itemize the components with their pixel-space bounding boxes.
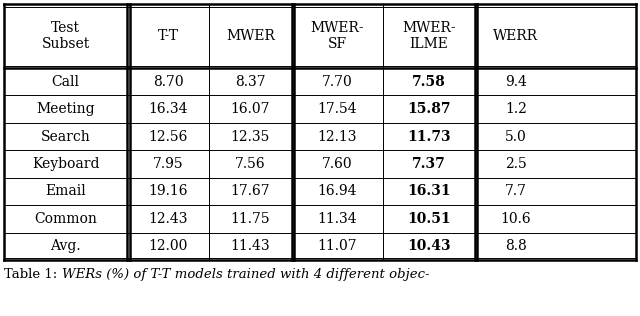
Text: 7.60: 7.60 [322, 157, 353, 171]
Text: 12.13: 12.13 [317, 130, 357, 143]
Text: 10.43: 10.43 [407, 239, 451, 253]
Text: Call: Call [52, 75, 79, 89]
Text: 11.43: 11.43 [230, 239, 270, 253]
Text: 12.35: 12.35 [231, 130, 270, 143]
Text: 10.51: 10.51 [407, 212, 451, 226]
Text: 11.34: 11.34 [317, 212, 357, 226]
Text: Meeting: Meeting [36, 102, 95, 116]
Text: 7.7: 7.7 [505, 185, 527, 198]
Text: 11.75: 11.75 [230, 212, 270, 226]
Text: MWER-
ILME: MWER- ILME [402, 21, 456, 51]
Text: 17.67: 17.67 [230, 185, 270, 198]
Text: 16.31: 16.31 [407, 185, 451, 198]
Text: WERs (%) of T-T models trained with 4 different objec-: WERs (%) of T-T models trained with 4 di… [61, 268, 429, 281]
Text: 8.37: 8.37 [235, 75, 266, 89]
Text: 11.73: 11.73 [407, 130, 451, 143]
Text: 16.34: 16.34 [148, 102, 188, 116]
Text: 7.56: 7.56 [235, 157, 266, 171]
Text: Table 1:: Table 1: [4, 268, 61, 281]
Text: 8.70: 8.70 [153, 75, 184, 89]
Text: 19.16: 19.16 [148, 185, 188, 198]
Text: 16.07: 16.07 [231, 102, 270, 116]
Text: 10.6: 10.6 [500, 212, 531, 226]
Text: Keyboard: Keyboard [32, 157, 99, 171]
Text: 17.54: 17.54 [317, 102, 357, 116]
Text: 7.37: 7.37 [412, 157, 446, 171]
Text: 9.4: 9.4 [505, 75, 527, 89]
Text: MWER: MWER [226, 29, 275, 43]
Text: 16.94: 16.94 [317, 185, 357, 198]
Text: 7.58: 7.58 [412, 75, 446, 89]
Text: Search: Search [41, 130, 90, 143]
Text: Common: Common [34, 212, 97, 226]
Text: 1.2: 1.2 [505, 102, 527, 116]
Text: Email: Email [45, 185, 86, 198]
Text: Test
Subset: Test Subset [42, 21, 90, 51]
Text: MWER-
SF: MWER- SF [310, 21, 364, 51]
Text: 11.07: 11.07 [317, 239, 357, 253]
Text: 12.00: 12.00 [148, 239, 188, 253]
Text: 12.56: 12.56 [148, 130, 188, 143]
Text: 5.0: 5.0 [505, 130, 527, 143]
Text: WERR: WERR [493, 29, 538, 43]
Text: T-T: T-T [158, 29, 179, 43]
Text: 7.95: 7.95 [153, 157, 184, 171]
Text: 12.43: 12.43 [148, 212, 188, 226]
Text: 2.5: 2.5 [505, 157, 527, 171]
Text: 15.87: 15.87 [407, 102, 451, 116]
Text: 8.8: 8.8 [505, 239, 527, 253]
Text: 7.70: 7.70 [322, 75, 353, 89]
Text: Avg.: Avg. [51, 239, 81, 253]
